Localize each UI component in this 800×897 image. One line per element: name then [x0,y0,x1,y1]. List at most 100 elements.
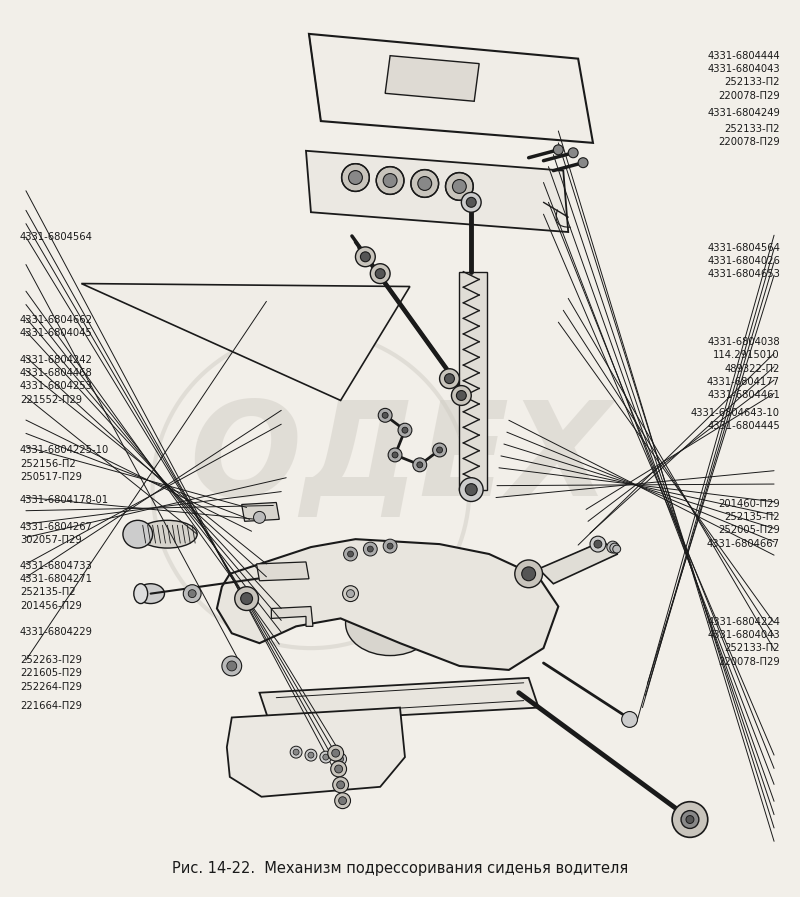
Circle shape [337,781,345,788]
Circle shape [343,547,358,561]
Polygon shape [242,502,279,521]
Ellipse shape [137,584,165,604]
Circle shape [466,483,477,495]
Circle shape [514,560,542,588]
Text: 4331-6804461: 4331-6804461 [707,390,780,400]
Circle shape [328,745,343,761]
Circle shape [613,545,621,553]
Text: 4331-6804643-10: 4331-6804643-10 [691,408,780,418]
Circle shape [451,386,471,405]
Text: ОДЕХ: ОДЕХ [189,396,611,523]
Circle shape [681,811,699,829]
Text: 252133-П2: 252133-П2 [725,643,780,653]
Text: 201456-П29: 201456-П29 [20,601,82,611]
Circle shape [392,452,398,457]
Text: 4331-6804177: 4331-6804177 [707,377,780,387]
Bar [459,272,487,490]
Ellipse shape [346,591,434,656]
Circle shape [334,793,350,808]
Circle shape [437,447,442,453]
Text: 4331-6804224: 4331-6804224 [707,617,780,627]
Circle shape [445,374,454,384]
Polygon shape [259,678,538,722]
Circle shape [590,536,606,552]
Circle shape [446,172,474,200]
Circle shape [227,661,237,671]
Text: 221552-П29: 221552-П29 [20,395,82,405]
Circle shape [594,540,602,548]
Circle shape [254,511,266,523]
Circle shape [622,711,638,727]
Text: 4331-6804445: 4331-6804445 [707,422,780,431]
Circle shape [387,543,393,549]
Polygon shape [82,283,410,400]
Text: 252005-П29: 252005-П29 [718,526,780,536]
Text: 4331-6804662: 4331-6804662 [20,315,93,325]
Polygon shape [217,539,558,670]
Circle shape [342,163,370,191]
Circle shape [188,589,196,597]
Text: 220078-П29: 220078-П29 [718,657,780,666]
Circle shape [332,749,340,757]
Text: 4331-6804178-01: 4331-6804178-01 [20,495,109,505]
Text: 4331-6804253: 4331-6804253 [20,381,93,391]
Circle shape [367,546,374,552]
Text: 302057-П29: 302057-П29 [20,535,82,545]
Ellipse shape [138,520,197,548]
Circle shape [568,148,578,158]
Circle shape [338,756,343,762]
Text: 201460-П29: 201460-П29 [718,499,780,509]
Polygon shape [306,151,568,232]
Circle shape [383,174,397,187]
Circle shape [333,777,349,793]
Circle shape [334,753,346,765]
Text: 4331-6804653: 4331-6804653 [707,269,780,279]
Circle shape [363,542,378,556]
Circle shape [398,423,412,437]
Text: 252264-П29: 252264-П29 [20,682,82,692]
Ellipse shape [134,584,148,604]
Circle shape [457,390,466,400]
Text: 4331-6804564: 4331-6804564 [20,232,93,242]
Circle shape [411,170,438,197]
Circle shape [370,264,390,283]
Circle shape [462,192,481,213]
Circle shape [347,551,354,557]
Text: 4331-6804733: 4331-6804733 [20,561,93,570]
Circle shape [375,269,385,279]
Circle shape [578,158,588,168]
Circle shape [323,754,329,760]
Polygon shape [385,56,479,101]
Text: 220078-П29: 220078-П29 [718,137,780,147]
Text: 4331-6804667: 4331-6804667 [707,538,780,549]
Circle shape [383,539,397,553]
Circle shape [334,765,342,773]
Circle shape [433,443,446,457]
Circle shape [378,408,392,422]
Polygon shape [227,708,405,797]
Circle shape [183,585,201,603]
Text: 489322-П2: 489322-П2 [725,363,780,373]
Circle shape [338,797,346,805]
Ellipse shape [123,520,153,548]
Circle shape [413,457,426,472]
Polygon shape [271,606,313,626]
Circle shape [330,761,346,777]
Circle shape [607,541,618,553]
Circle shape [610,543,620,553]
Circle shape [418,177,432,190]
Circle shape [346,589,354,597]
Text: 252156-П2: 252156-П2 [20,458,76,468]
Circle shape [382,413,388,418]
Circle shape [686,815,694,823]
Text: 250517-П29: 250517-П29 [20,472,82,482]
Text: 252263-П29: 252263-П29 [20,655,82,665]
Text: 4331-6804444: 4331-6804444 [707,51,780,61]
Text: 221664-П29: 221664-П29 [20,701,82,711]
Text: 4331-6804267: 4331-6804267 [20,522,93,532]
Circle shape [290,746,302,758]
Text: Рис. 14-22.  Механизм подрессоривания сиденья водителя: Рис. 14-22. Механизм подрессоривания сид… [172,860,628,875]
Text: 221605-П29: 221605-П29 [20,668,82,678]
Text: 252135-П2: 252135-П2 [20,588,76,597]
Circle shape [554,144,563,155]
